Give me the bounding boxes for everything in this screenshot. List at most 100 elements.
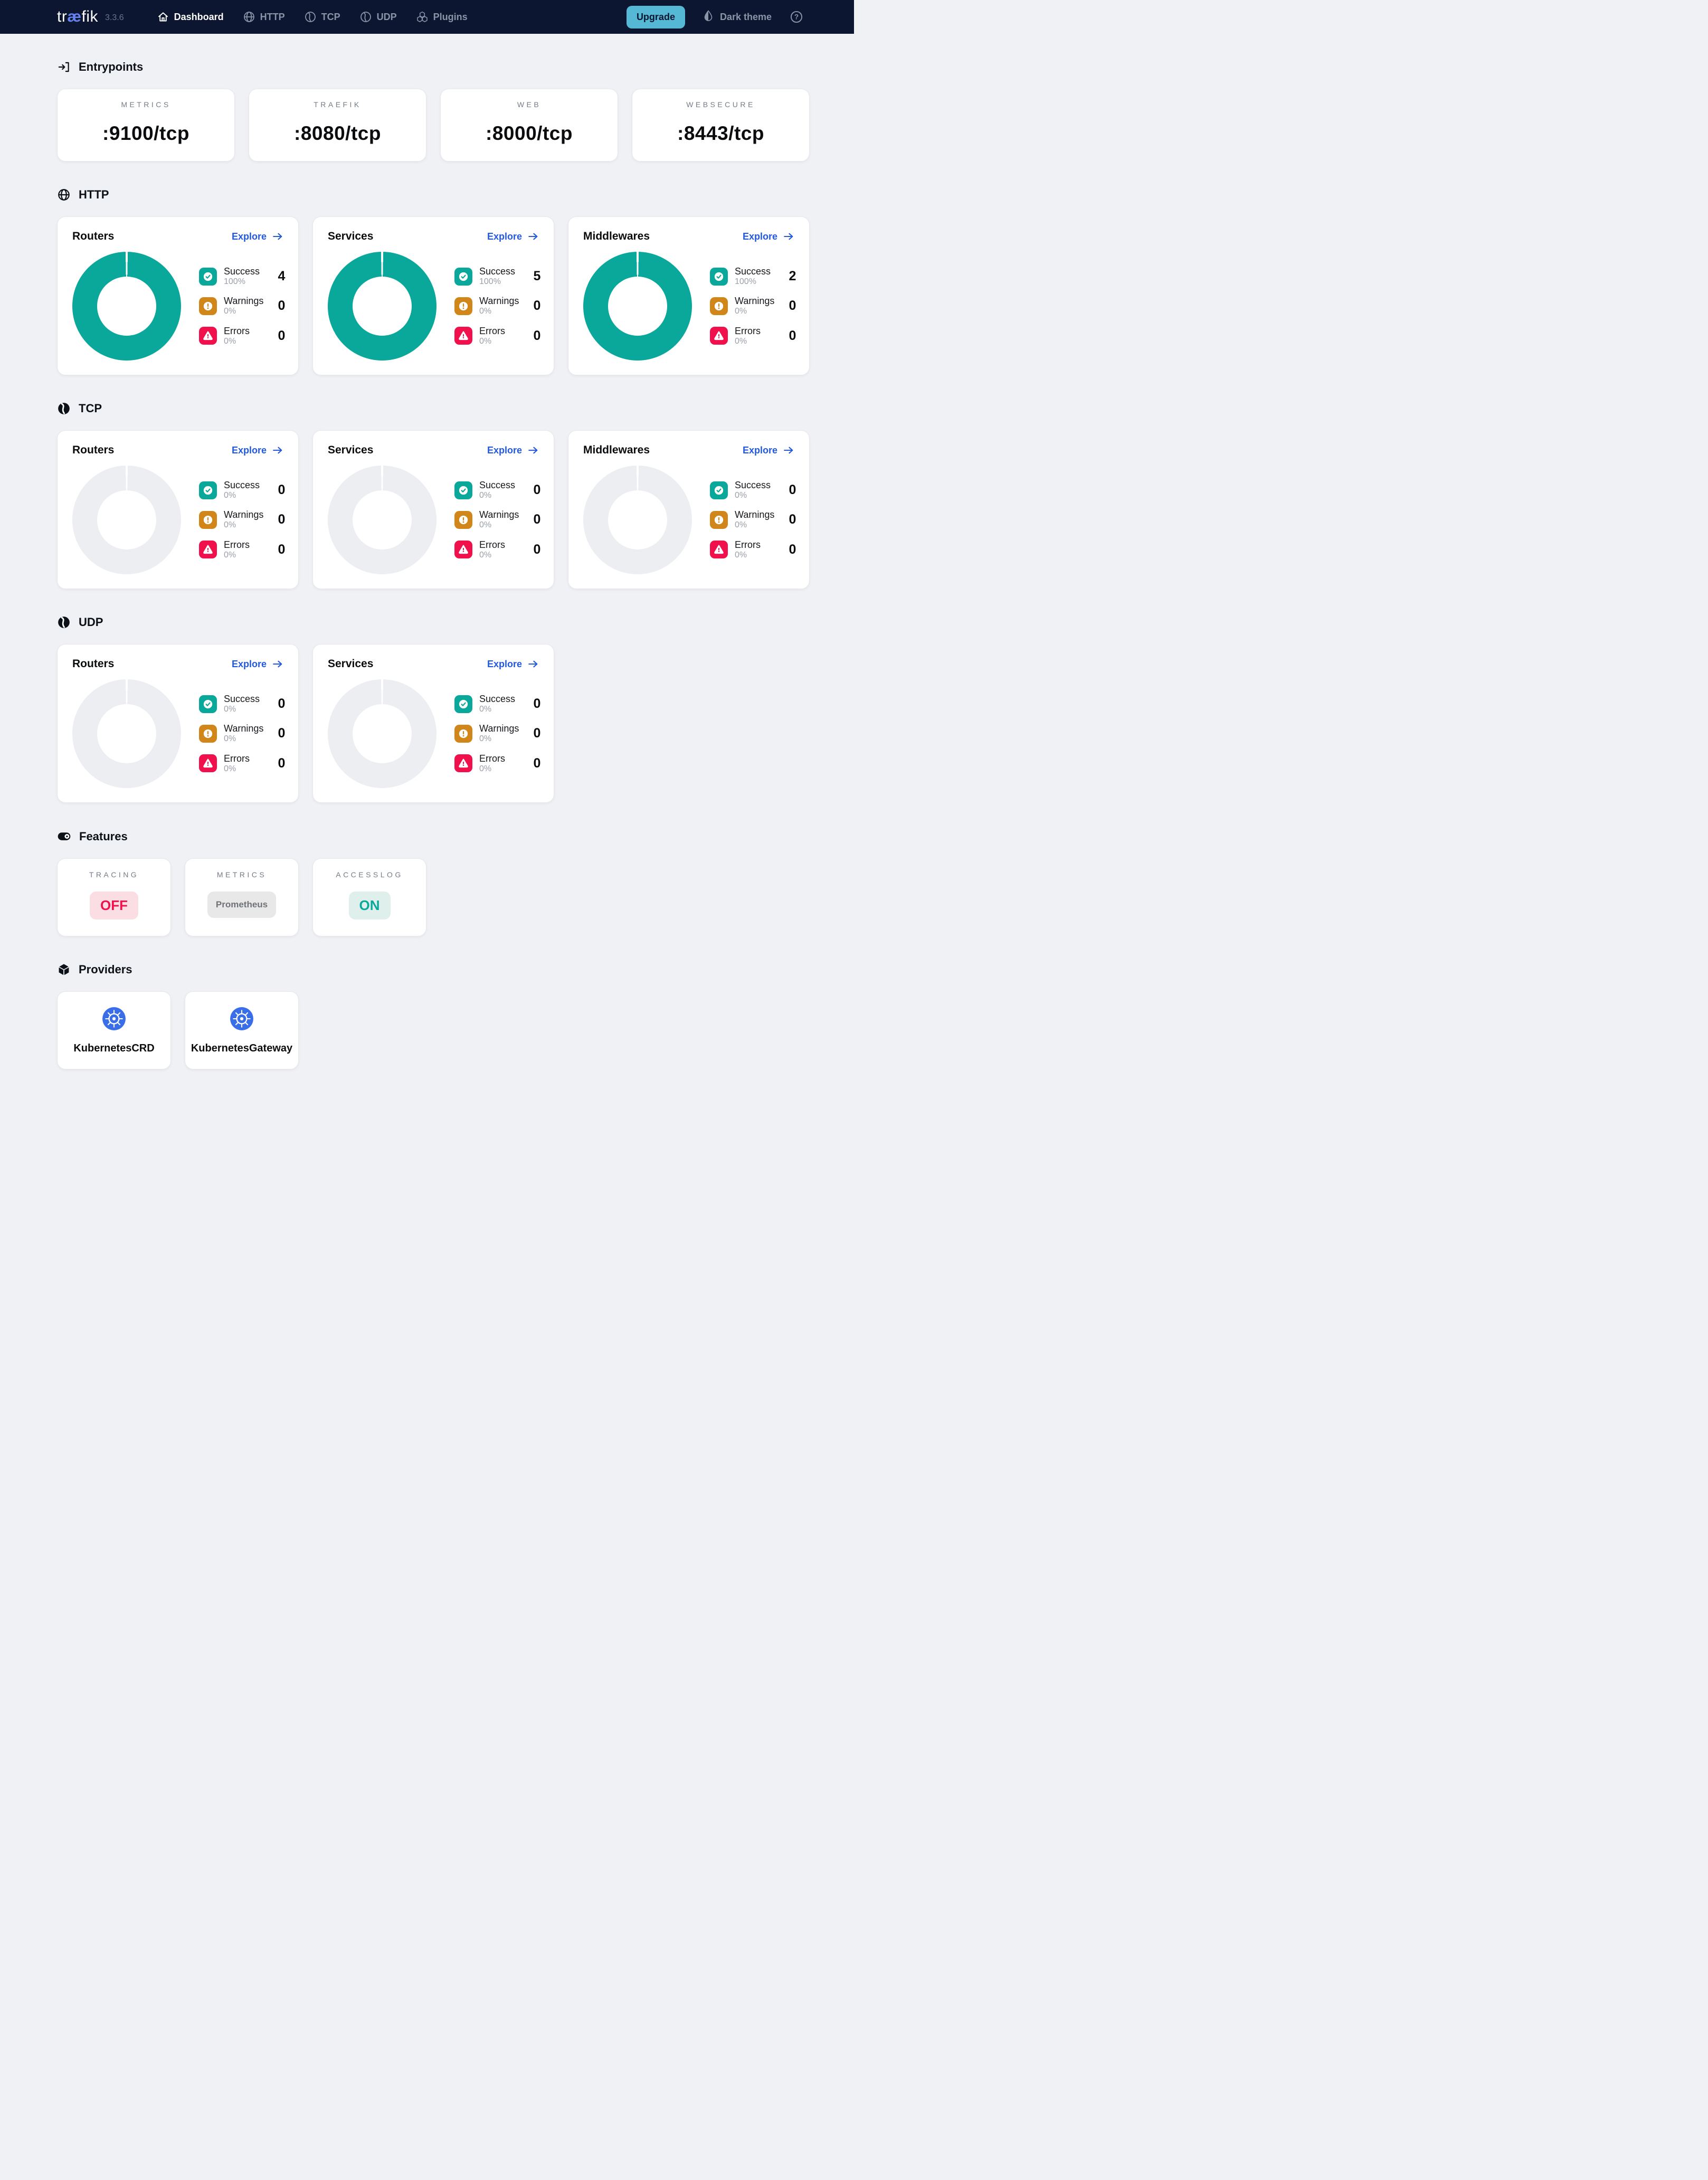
stat-row-warnings: Warnings 0% 0	[199, 509, 285, 530]
nav-item-tcp[interactable]: TCP	[304, 11, 340, 23]
stat-row-warnings: Warnings 0% 0	[710, 296, 796, 316]
arrow-right-icon	[528, 660, 538, 668]
http-section-title: HTTP	[57, 188, 810, 202]
question-glyph: ?	[794, 13, 799, 21]
stat-label: Errors	[224, 753, 250, 764]
success-icon	[199, 695, 217, 713]
explore-link[interactable]: Explore	[487, 658, 539, 670]
nav-item-plugins[interactable]: Plugins	[416, 11, 468, 23]
stat-value: 0	[278, 512, 286, 527]
traefik-logo[interactable]: træfik	[57, 8, 98, 26]
stat-label: Errors	[224, 325, 250, 336]
stat-pct: 0%	[479, 336, 492, 346]
stat-value: 0	[278, 298, 286, 314]
nav-item-udp[interactable]: UDP	[359, 11, 397, 23]
success-icon	[199, 267, 217, 286]
stat-pct: 0%	[479, 704, 492, 714]
error-icon	[710, 541, 728, 559]
stat-value: 2	[789, 269, 796, 284]
explore-link[interactable]: Explore	[232, 444, 283, 456]
section-title-label: Providers	[79, 963, 132, 976]
entrypoint-port: :9100/tcp	[102, 122, 189, 144]
arrow-right-icon	[784, 233, 793, 240]
arrow-right-icon	[273, 660, 282, 668]
tcp-cards: Routers Explore Success 0% 0 Warnin	[57, 430, 810, 589]
http-routers-card: Routers Explore Success 100% 4 Warn	[57, 216, 299, 375]
stat-pct: 0%	[735, 520, 747, 530]
stat-row-success: Success 0% 0	[454, 480, 540, 500]
donut-chart	[583, 252, 692, 361]
stat-pct: 0%	[224, 764, 236, 773]
stat-pct: 0%	[224, 336, 236, 346]
feature-card-metrics: METRICS Prometheus	[185, 858, 299, 936]
explore-link[interactable]: Explore	[743, 444, 794, 456]
stat-pct: 0%	[735, 550, 747, 560]
tcp-sphere-icon	[57, 402, 71, 415]
feature-status-badge: OFF	[90, 892, 138, 920]
dark-theme-label: Dark theme	[719, 11, 772, 22]
stat-row-success: Success 100% 4	[199, 266, 285, 287]
tcp-services-card: Services Explore Success 0% 0 Warni	[312, 430, 554, 589]
explore-link[interactable]: Explore	[232, 658, 283, 670]
stat-value: 0	[789, 482, 796, 498]
donut-chart	[583, 466, 692, 574]
explore-label: Explore	[487, 444, 522, 456]
explore-link[interactable]: Explore	[743, 231, 794, 242]
stat-row-warnings: Warnings 0% 0	[710, 509, 796, 530]
card-title: Routers	[72, 658, 115, 670]
stat-row-errors: Errors 0% 0	[454, 326, 540, 346]
arrow-right-icon	[784, 447, 793, 454]
stat-row-success: Success 0% 0	[199, 480, 285, 500]
donut-chart	[328, 252, 437, 361]
cube-icon	[57, 963, 71, 977]
warning-icon	[454, 724, 472, 743]
stat-row-success: Success 0% 0	[710, 480, 796, 500]
entrypoint-label: WEB	[517, 100, 542, 109]
explore-link[interactable]: Explore	[487, 231, 539, 242]
explore-link[interactable]: Explore	[487, 444, 539, 456]
stat-label: Errors	[735, 325, 761, 336]
nav-item-http[interactable]: HTTP	[243, 11, 285, 23]
stat-pct: 0%	[479, 490, 492, 500]
stat-row-success: Success 100% 5	[454, 266, 540, 287]
stat-row-errors: Errors 0% 0	[710, 539, 796, 560]
stat-value: 0	[533, 755, 541, 771]
stat-row-success: Success 0% 0	[199, 694, 285, 714]
dark-theme-toggle[interactable]: Dark theme	[702, 10, 772, 25]
section-title-label: TCP	[79, 402, 102, 415]
card-title: Middlewares	[583, 230, 650, 242]
version-label: 3.3.6	[105, 13, 124, 22]
stat-label: Success	[224, 479, 260, 490]
stat-value: 0	[533, 298, 541, 314]
donut-chart	[72, 466, 181, 574]
stat-row-errors: Errors 0% 0	[199, 326, 285, 346]
explore-label: Explore	[231, 444, 267, 456]
stat-label: Errors	[224, 539, 250, 550]
error-icon	[199, 754, 217, 773]
stat-value: 0	[533, 512, 541, 527]
donut-chart	[328, 679, 437, 788]
nav-item-dashboard[interactable]: Dashboard	[157, 11, 224, 23]
warning-icon	[710, 297, 728, 315]
stat-row-warnings: Warnings 0% 0	[199, 723, 285, 744]
stat-label: Success	[224, 266, 260, 277]
card-title: Routers	[72, 230, 115, 242]
explore-link[interactable]: Explore	[232, 231, 283, 242]
success-icon	[454, 267, 472, 286]
stat-row-warnings: Warnings 0% 0	[199, 296, 285, 316]
stat-value: 0	[789, 542, 796, 557]
stat-pct: 100%	[224, 277, 245, 286]
stat-value: 0	[278, 696, 286, 712]
stat-pct: 0%	[224, 490, 236, 500]
upgrade-button[interactable]: Upgrade	[626, 5, 685, 29]
help-button[interactable]: ?	[790, 10, 803, 24]
stat-row-warnings: Warnings 0% 0	[454, 723, 540, 744]
success-icon	[199, 481, 217, 499]
warning-icon	[199, 724, 217, 743]
warning-icon	[454, 510, 472, 529]
nav-item-label: UDP	[376, 11, 397, 22]
card-title: Routers	[72, 444, 115, 456]
tcp-section-title: TCP	[57, 402, 810, 415]
kubernetes-icon	[102, 1007, 126, 1034]
warning-icon	[710, 510, 728, 529]
